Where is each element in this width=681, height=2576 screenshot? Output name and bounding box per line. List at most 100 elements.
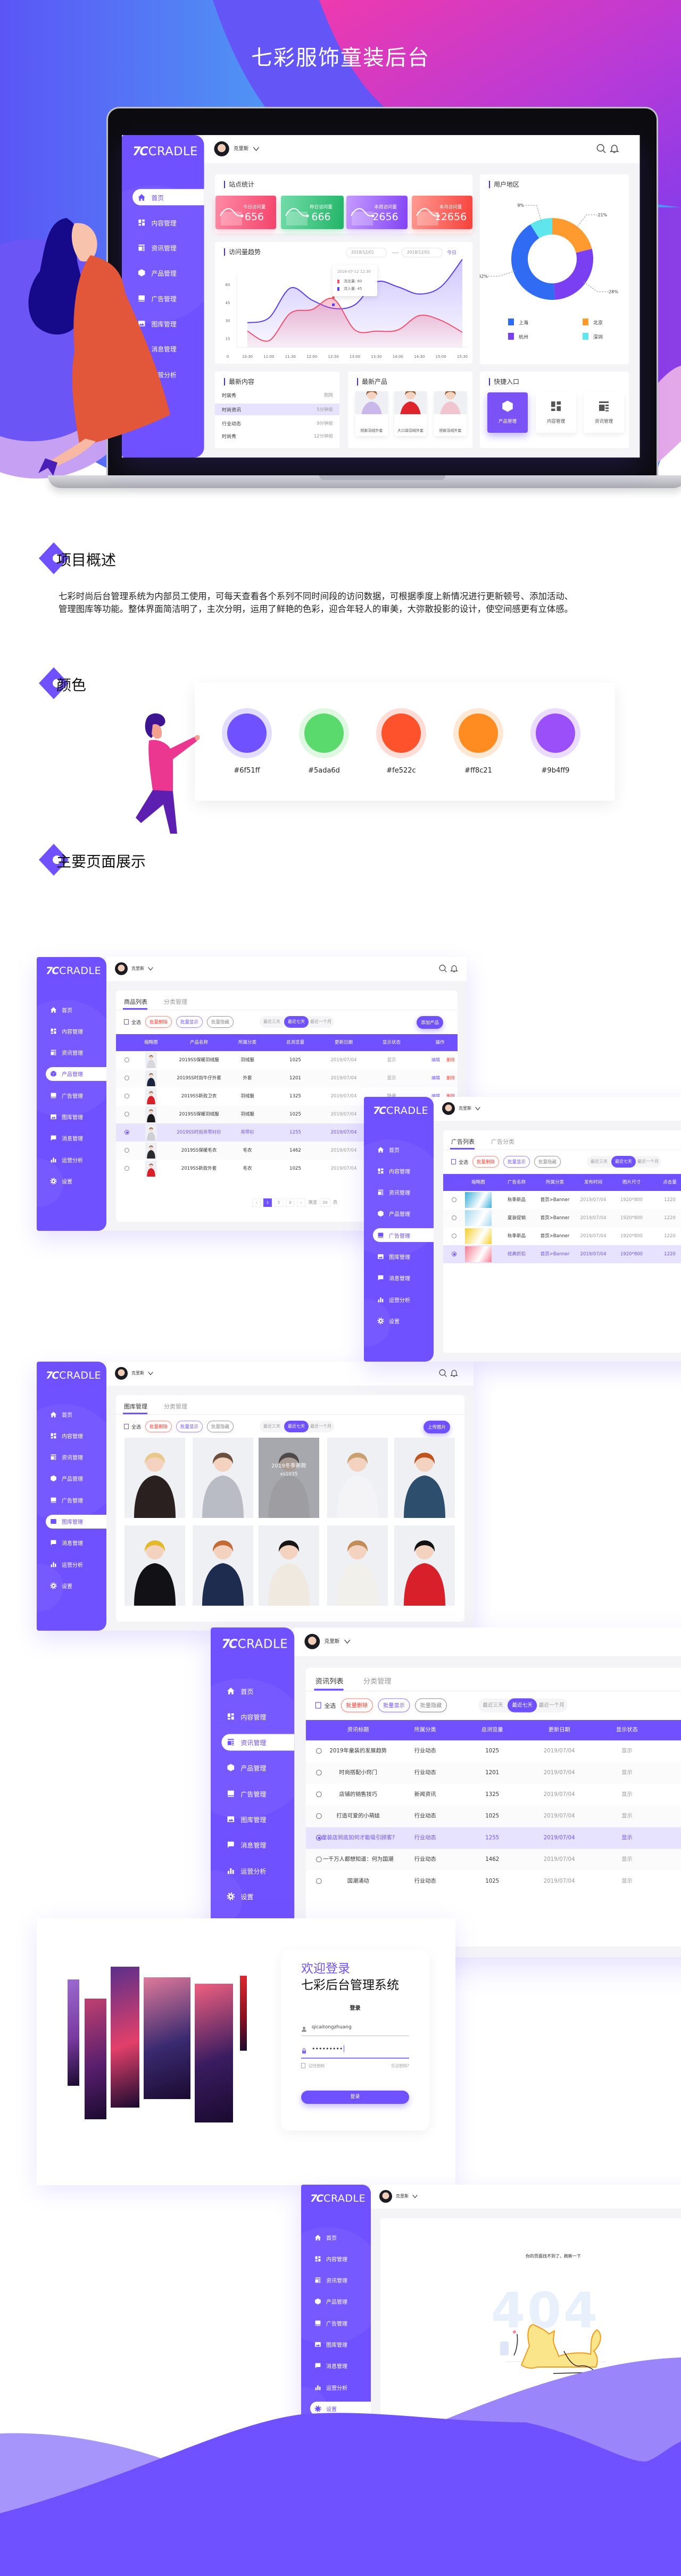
content-list-item[interactable]: 时尚秀 12分钟前 — [215, 430, 339, 442]
range-option[interactable]: 最近三天 — [263, 1424, 280, 1429]
table-row[interactable]: 夏装促销 首页>Banner 2019/07/04 1920*800 1220 — [443, 1209, 681, 1227]
sidebar-item-home[interactable]: 首页 — [310, 2230, 371, 2244]
table-row[interactable]: 经典折扣 首页>Banner 2019/07/04 1920*800 1220 — [443, 1245, 681, 1263]
range-option[interactable]: 最近七天 — [508, 1698, 537, 1713]
remember-checkbox[interactable] — [301, 2063, 305, 2068]
sidebar-item-gallery[interactable]: 图库管理 — [373, 1250, 434, 1264]
user-avatar[interactable] — [115, 1367, 128, 1380]
sidebar-item-settings[interactable]: 设置 — [46, 1174, 106, 1188]
row-radio[interactable] — [316, 1769, 322, 1776]
user-avatar[interactable] — [442, 1102, 455, 1115]
stat-tile[interactable]: 本月访问量 12656 — [412, 196, 472, 229]
row-radio[interactable] — [124, 1076, 129, 1080]
pagination-next[interactable]: › — [297, 1198, 305, 1207]
select-all-checkbox[interactable] — [124, 1019, 129, 1025]
delete-link[interactable]: 删除 — [446, 1094, 455, 1098]
row-radio[interactable] — [124, 1094, 129, 1098]
search-icon[interactable] — [438, 964, 447, 973]
range-option[interactable]: 最近七天 — [284, 1421, 309, 1432]
sidebar-item-news[interactable]: 资讯管理 — [310, 2273, 371, 2287]
batch-hide-button[interactable]: 批量隐藏 — [207, 1016, 234, 1028]
sidebar-item-analytics[interactable]: 运营分析 — [46, 1153, 106, 1167]
upload-image-button[interactable]: 上传图片 — [423, 1421, 450, 1433]
sidebar-item-news[interactable]: 资讯管理 — [221, 1733, 295, 1751]
chevron-down-icon[interactable] — [252, 144, 261, 153]
batch-show-button[interactable]: 批量显示 — [176, 1421, 203, 1432]
pagination-page[interactable]: 3 — [286, 1198, 294, 1207]
row-radio[interactable] — [124, 1112, 129, 1117]
sidebar-item-content[interactable]: 内容管理 — [46, 1429, 106, 1442]
chevron-down-icon[interactable] — [411, 2192, 419, 2200]
sidebar-item-messages[interactable]: 消息管理 — [46, 1536, 106, 1550]
sidebar-item-messages[interactable]: 消息管理 — [46, 1131, 106, 1145]
batch-hide-button[interactable]: 批量隐藏 — [415, 1698, 447, 1713]
select-all-label[interactable]: 全选 — [131, 1020, 142, 1026]
quick-entry-products[interactable]: 产品管理 — [487, 392, 528, 433]
content-list-item[interactable]: 时尚资讯 5分钟前 — [215, 404, 339, 415]
table-row[interactable]: 秋季新品 首页>Banner 2019/07/04 1920*800 1220 — [443, 1227, 681, 1245]
delete-link[interactable]: 删除 — [446, 1076, 455, 1080]
user-avatar[interactable] — [304, 1634, 320, 1649]
row-radio[interactable] — [316, 1813, 322, 1819]
sidebar-item-settings[interactable]: 设置 — [221, 1888, 294, 1904]
date-from-picker[interactable]: 2018/12/01 — [346, 248, 387, 257]
sidebar-item-news[interactable]: 资讯管理 — [46, 1450, 106, 1464]
select-all-checkbox[interactable] — [124, 1424, 129, 1429]
range-option[interactable]: 最近三天 — [263, 1019, 280, 1024]
row-radio[interactable] — [316, 1878, 322, 1884]
sidebar-item-gallery[interactable]: 图库管理 — [46, 1110, 106, 1124]
sidebar-item-gallery[interactable]: 图库管理 — [221, 1811, 294, 1827]
pagination-page[interactable]: 1 — [263, 1198, 272, 1207]
sidebar-item-home[interactable]: 首页 — [132, 189, 204, 206]
range-select[interactable]: 今日 — [447, 250, 457, 256]
sidebar-item-ads[interactable]: 广告管理 — [373, 1228, 434, 1243]
tab-news-primary[interactable]: 资讯列表 — [315, 1677, 344, 1686]
sidebar-item-news[interactable]: 资讯管理 — [132, 240, 204, 256]
select-all-label[interactable]: 全选 — [459, 1160, 469, 1165]
user-name[interactable]: 克里斯 — [459, 1106, 471, 1111]
sidebar-item-content[interactable]: 内容管理 — [310, 2252, 371, 2265]
sidebar-item-settings[interactable]: 设置 — [46, 1579, 106, 1592]
select-all-label[interactable]: 全选 — [131, 1425, 142, 1430]
user-name[interactable]: 克里斯 — [131, 966, 144, 971]
range-option[interactable]: 最近三天 — [483, 1702, 503, 1708]
gallery-image[interactable] — [394, 1525, 455, 1606]
user-avatar[interactable] — [379, 2190, 392, 2203]
edit-link[interactable]: 编辑 — [431, 1058, 440, 1062]
gallery-image[interactable] — [124, 1438, 185, 1518]
sidebar-item-gallery[interactable]: 图库管理 — [310, 2338, 371, 2352]
batch-show-button[interactable]: 批量显示 — [378, 1698, 410, 1713]
table-row[interactable]: 2019SS保暖羽绒服 羽绒服 1025 2019/07/04 显示 编辑 删除 — [116, 1051, 458, 1069]
sidebar-item-news[interactable]: 资讯管理 — [46, 1046, 106, 1060]
chevron-down-icon[interactable] — [474, 1104, 481, 1112]
batch-show-button[interactable]: 批量显示 — [503, 1156, 530, 1168]
chevron-down-icon[interactable] — [147, 1369, 154, 1377]
table-row[interactable]: 童装店到底如何才能吸引顾客? 行业动态 1255 2019/07/04 显示 — [305, 1827, 681, 1849]
gallery-image[interactable]: 2019冬季新款 xs1035 — [259, 1438, 319, 1518]
sidebar-item-analytics[interactable]: 运营分析 — [221, 1862, 294, 1879]
search-icon[interactable] — [596, 143, 607, 154]
bell-icon[interactable] — [450, 964, 459, 973]
sidebar-item-ads[interactable]: 广告管理 — [46, 1493, 106, 1507]
bell-icon[interactable] — [450, 1369, 459, 1378]
select-all-checkbox[interactable] — [451, 1159, 456, 1164]
range-option[interactable]: 最近一个月 — [310, 1019, 331, 1024]
sidebar-item-messages[interactable]: 消息管理 — [221, 1836, 294, 1853]
tab-ads-primary[interactable]: 广告列表 — [451, 1138, 475, 1145]
sidebar-item-content[interactable]: 内容管理 — [132, 214, 204, 231]
sidebar-item-content[interactable]: 内容管理 — [221, 1708, 294, 1725]
forgot-password-link[interactable]: 忘记密码? — [391, 2063, 409, 2068]
range-option[interactable]: 最近七天 — [284, 1016, 309, 1028]
table-row[interactable]: 2019SS时尚牛仔外套 外套 1201 2019/07/04 显示 编辑 删除 — [116, 1069, 458, 1087]
row-radio[interactable] — [316, 1835, 322, 1841]
delete-link[interactable]: 删除 — [446, 1058, 455, 1062]
add-product-button[interactable]: 添加产品 — [417, 1016, 443, 1029]
range-option[interactable]: 最近七天 — [611, 1156, 636, 1168]
select-all-checkbox[interactable] — [315, 1702, 321, 1709]
row-radio[interactable] — [124, 1130, 129, 1135]
table-row[interactable]: 店铺的销售技巧 新闻资讯 1325 2019/07/04 显示 — [306, 1784, 681, 1806]
date-to-picker[interactable]: 2018/12/01 — [402, 248, 443, 257]
password-input[interactable]: ••••••••• — [312, 2045, 345, 2052]
row-radio[interactable] — [316, 1748, 322, 1754]
quick-entry-news[interactable]: 资讯管理 — [584, 392, 624, 433]
